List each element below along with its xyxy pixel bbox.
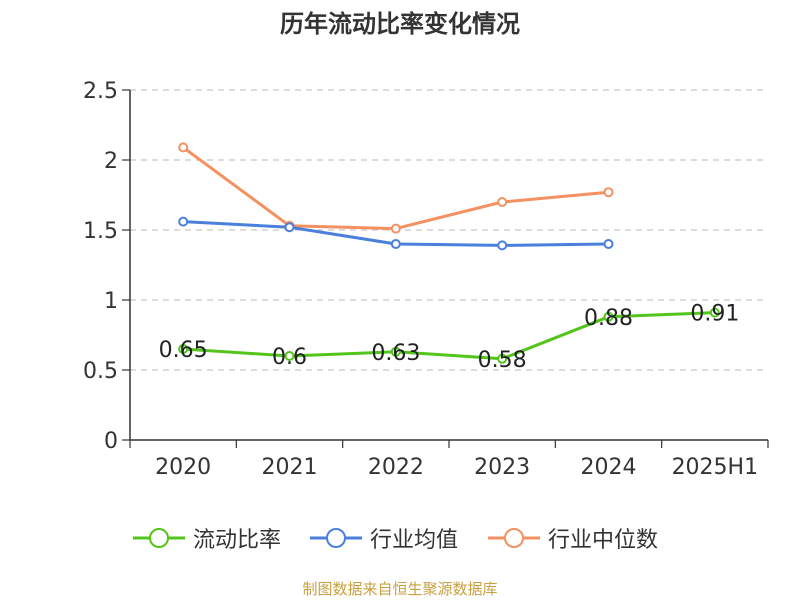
data-point <box>178 216 189 227</box>
legend: 流动比率 行业均值 行业中位数 <box>0 520 800 556</box>
x-tick-label: 2022 <box>368 455 424 480</box>
legend-label-industry-median: 行业中位数 <box>548 528 659 553</box>
data-point <box>497 240 508 251</box>
data-label: 0.91 <box>690 302 739 327</box>
data-point <box>390 239 401 249</box>
chart-title: 历年流动比率变化情况 <box>280 10 520 38</box>
data-source: 制图数据来自恒生聚源数据库 <box>302 580 498 598</box>
legend-marker-industry-mean <box>310 528 362 548</box>
x-tick-label: 2020 <box>155 455 211 480</box>
y-tick-label: 1.5 <box>83 219 118 244</box>
data-point <box>390 223 401 234</box>
x-tick-label: 2023 <box>474 455 530 480</box>
legend-label-current-ratio: 流动比率 <box>193 528 282 553</box>
legend-item-industry-mean[interactable]: 行业均值 <box>310 520 458 556</box>
y-tick-label: 0.5 <box>83 359 118 384</box>
data-point <box>497 353 508 364</box>
data-point <box>284 222 295 233</box>
data-point <box>178 142 189 153</box>
data-label: 0.58 <box>478 348 527 373</box>
data-label: 0.65 <box>159 338 208 363</box>
series-line <box>183 311 715 361</box>
y-tick-label: 2.5 <box>83 79 118 104</box>
legend-item-industry-median[interactable]: 行业中位数 <box>488 520 658 556</box>
data-label: 0.88 <box>584 306 633 331</box>
y-tick-label: 2 <box>104 149 118 174</box>
data-point <box>497 197 508 207</box>
data-point <box>178 344 189 354</box>
x-tick-label: 2021 <box>262 455 318 480</box>
data-point <box>390 346 401 357</box>
x-tick-label: 2024 <box>581 455 637 480</box>
legend-label-industry-mean: 行业均值 <box>370 528 459 553</box>
y-tick-label: 0 <box>104 429 118 454</box>
data-label: 0.63 <box>371 341 420 366</box>
data-point <box>284 351 295 361</box>
data-point <box>603 311 614 322</box>
data-point <box>603 239 614 249</box>
legend-marker-industry-median <box>488 528 540 548</box>
data-point <box>709 307 720 318</box>
y-tick-label: 1 <box>104 289 118 314</box>
legend-marker-current-ratio <box>133 528 185 548</box>
x-tick-label: 2025H1 <box>672 455 759 480</box>
legend-item-current-ratio[interactable]: 流动比率 <box>133 520 281 556</box>
data-point <box>603 187 614 198</box>
data-label: 0.6 <box>272 345 307 370</box>
